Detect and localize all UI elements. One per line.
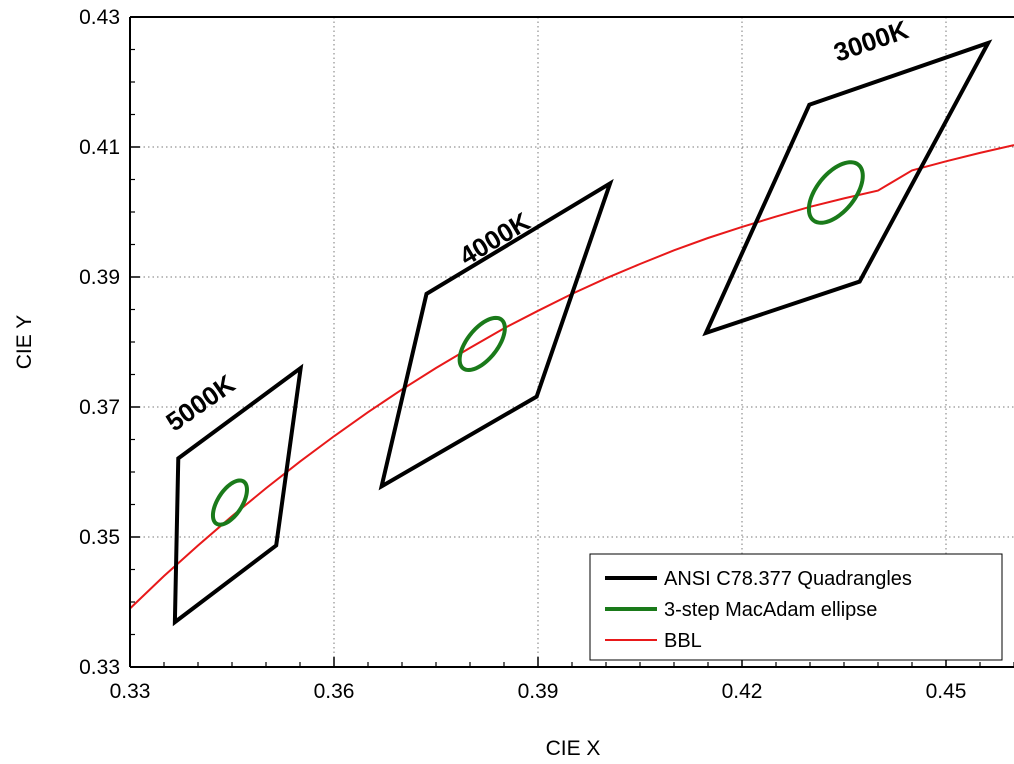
x-tick-label: 0.45 (926, 680, 967, 703)
y-tick-label: 0.35 (79, 526, 120, 549)
ellipse-layer (210, 160, 865, 527)
y-tick-label: 0.41 (79, 136, 120, 159)
legend-box (589, 553, 1003, 661)
x-tick-label: 0.33 (110, 680, 151, 703)
y-tick-label: 0.43 (79, 6, 120, 29)
legend-label-quadrangles: ANSI C78.377 Quadrangles (664, 568, 912, 590)
quadrangle-layer (172, 39, 993, 627)
macadam-ellipse-2 (457, 315, 507, 373)
ticks: 0.33 0.36 0.39 0.42 0.45 0.33 0.35 0.37 0.39 0.41… (79, 6, 1014, 703)
quadrangle-5000k (172, 363, 304, 627)
quadrangle-3000k (702, 39, 993, 337)
x-axis-title: CIE X (546, 737, 601, 760)
macadam-ellipse-3 (806, 160, 865, 225)
y-axis-title: CIE Y (13, 315, 36, 369)
quadrangle-4000k (378, 178, 614, 491)
y-tick-label: 0.33 (79, 656, 120, 679)
x-tick-label: 0.42 (722, 680, 763, 703)
macadam-ellipse-1 (210, 478, 249, 527)
legend: ANSI C78.377 Quadrangles 3-step MacAdam … (589, 553, 1003, 661)
legend-label-ellipse: 3-step MacAdam ellipse (664, 599, 877, 621)
y-tick-label: 0.37 (79, 396, 120, 419)
x-tick-label: 0.39 (518, 680, 559, 703)
y-tick-label: 0.39 (79, 266, 120, 289)
x-tick-label: 0.36 (314, 680, 355, 703)
legend-label-bbl: BBL (664, 630, 702, 652)
